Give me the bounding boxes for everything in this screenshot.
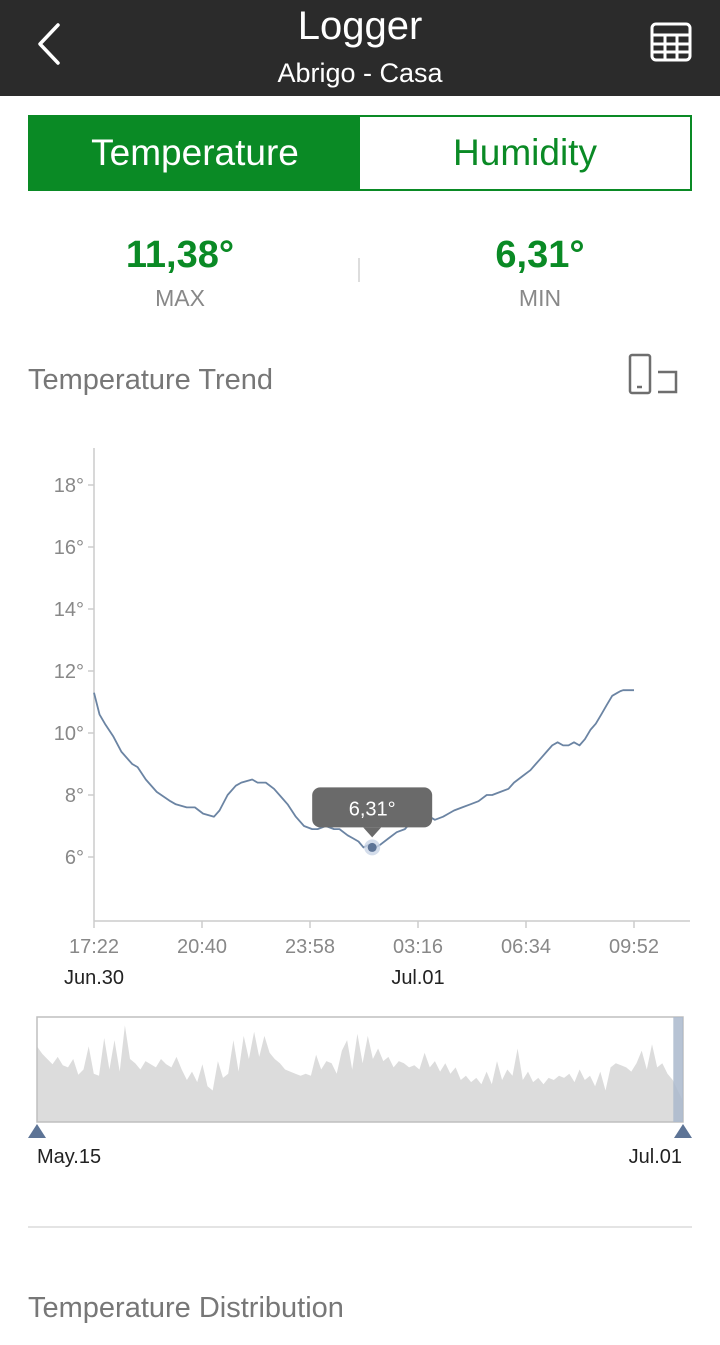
tooltip-pointer (363, 827, 382, 838)
section-divider (28, 1226, 692, 1228)
overview-area (37, 1025, 683, 1122)
x-tick-label: 09:52 (609, 936, 659, 958)
trend-title: Temperature Trend (28, 364, 274, 396)
rotate-screen-button[interactable] (624, 352, 684, 400)
range-end-handle[interactable] (674, 1124, 692, 1138)
y-tick-label: 10° (54, 723, 84, 745)
y-tick-label: 18° (54, 475, 84, 497)
min-value: 6,31° (495, 234, 585, 276)
y-tick-label: 16° (54, 537, 84, 559)
tab-temperature[interactable]: Temperature (30, 117, 360, 189)
stat-divider (358, 258, 360, 282)
max-value: 11,38° (125, 234, 235, 276)
x-tick-label: 17:22 (69, 936, 119, 958)
distribution-title: Temperature Distribution (28, 1292, 344, 1324)
table-grid-icon (650, 22, 692, 62)
rotate-screen-icon (628, 353, 678, 395)
tab-humidity[interactable]: Humidity (360, 117, 690, 189)
max-stat: 11,38° MAX (0, 232, 360, 314)
back-button[interactable] (22, 16, 78, 72)
range-start-handle[interactable] (28, 1124, 46, 1138)
page-subtitle: Abrigo - Casa (277, 58, 443, 88)
temperature-trend-chart[interactable]: 6° 8° 10° 12° 14° 16° 18° 17:22 20:40 23:58 03:16 0… (0, 430, 720, 1000)
x-tick-label: 06:34 (501, 936, 551, 958)
overview-selection[interactable] (673, 1017, 683, 1122)
time-range-selector[interactable]: May.15 Jul.01 (0, 1005, 720, 1175)
chevron-left-icon (38, 23, 60, 65)
y-tick-label: 12° (54, 661, 84, 683)
y-tick-label: 6° (65, 847, 84, 869)
y-tick-label: 14° (54, 599, 84, 621)
temperature-series-line (93, 689, 634, 849)
x-tick-label: 23:58 (285, 936, 335, 958)
x-date-label: Jul.01 (391, 967, 444, 989)
max-label: MAX (155, 285, 205, 311)
range-start-label: May.15 (37, 1146, 101, 1168)
min-label: MIN (518, 285, 562, 311)
page-title: Logger (297, 4, 423, 48)
app-header: Logger Abrigo - Casa (0, 0, 720, 96)
x-date-label: Jun.30 (64, 967, 124, 989)
tooltip-label: 6,31° (349, 798, 396, 820)
tooltip-box (312, 787, 433, 828)
x-tick-label: 03:16 (393, 936, 443, 958)
y-tick-label: 8° (65, 785, 84, 807)
min-stat: 6,31° MIN (360, 232, 720, 314)
range-end-label: Jul.01 (629, 1146, 682, 1168)
metric-tab-bar: Temperature Humidity (28, 115, 692, 191)
tooltip-point (367, 842, 377, 852)
x-tick-label: 20:40 (177, 936, 227, 958)
table-view-button[interactable] (640, 14, 702, 70)
